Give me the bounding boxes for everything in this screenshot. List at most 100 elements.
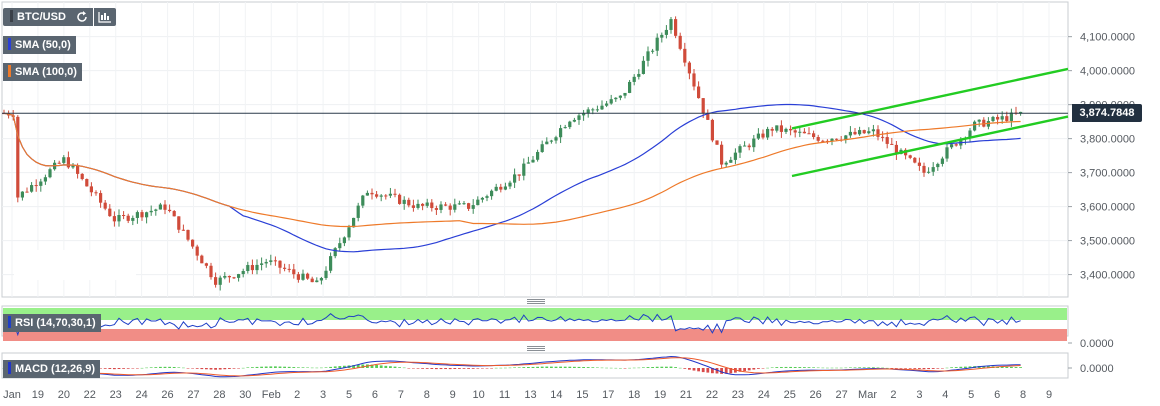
date-tick-label: 15 <box>576 389 588 401</box>
candle-body <box>43 177 47 182</box>
date-tick-label: 27 <box>187 389 199 401</box>
macd-histogram-bar <box>186 368 190 369</box>
macd-tag[interactable]: MACD (12,26,9) <box>3 360 101 378</box>
macd-histogram-bar <box>389 366 392 368</box>
candle-body <box>917 162 921 166</box>
macd-histogram-bar <box>867 367 871 368</box>
macd-histogram-bar <box>554 366 558 368</box>
macd-histogram-bar <box>968 366 972 368</box>
candle-body <box>214 277 218 285</box>
candle-body <box>591 109 595 111</box>
candle-body <box>664 29 668 35</box>
date-tick-label: 3 <box>916 389 922 401</box>
macd-histogram-bar <box>540 366 544 368</box>
price-tick-label: 3,500.0000 <box>1080 236 1135 248</box>
refresh-button[interactable] <box>71 8 93 26</box>
candle-body <box>209 265 213 278</box>
date-tick-label: 26 <box>161 389 173 401</box>
macd-histogram-bar <box>117 368 121 369</box>
macd-histogram-bar <box>885 367 889 369</box>
macd-histogram-bar <box>370 364 374 368</box>
candle-body <box>34 185 38 187</box>
macd-histogram-bar <box>563 366 567 368</box>
date-tick-label: 19 <box>654 389 666 401</box>
macd-histogram-bar <box>872 367 875 368</box>
macd-histogram-bar <box>922 368 926 370</box>
macd-histogram-bar <box>126 368 130 369</box>
macd-histogram-bar <box>338 366 342 368</box>
macd-label: MACD (12,26,9) <box>15 363 96 375</box>
macd-histogram-bar <box>1005 366 1009 368</box>
macd-histogram-bar <box>683 368 687 369</box>
candle-body <box>563 127 567 129</box>
symbol-label: BTC/USD <box>17 11 66 23</box>
price-tick-label: 3,700.0000 <box>1080 168 1135 180</box>
macd-histogram-bar <box>320 367 323 369</box>
candle-body <box>421 203 425 206</box>
macd-histogram-bar <box>628 367 631 369</box>
macd-histogram-bar <box>453 368 457 369</box>
date-tick-label: 20 <box>58 389 70 401</box>
candle-body <box>453 204 457 210</box>
macd-swatch <box>8 362 11 374</box>
candle-bars-icon <box>98 12 111 23</box>
candle-body <box>140 212 144 218</box>
date-tick-label: 26 <box>810 389 822 401</box>
symbol-swatch <box>10 10 13 22</box>
macd-histogram-bar <box>237 368 240 369</box>
candle-body <box>16 116 20 198</box>
candle-body <box>342 237 346 244</box>
symbol-tag[interactable]: BTC/USD <box>3 8 71 26</box>
candle-body <box>724 162 728 165</box>
macd-histogram-bar <box>343 365 346 368</box>
candle-body <box>545 141 549 145</box>
macd-histogram-bar <box>200 368 204 370</box>
sma100-tag[interactable]: SMA (100,0) <box>3 63 82 81</box>
rsi-tag[interactable]: RSI (14,70,30,1) <box>3 314 101 332</box>
candle-body <box>793 130 797 133</box>
date-tick-label: 25 <box>784 389 796 401</box>
macd-histogram-bar <box>108 368 112 369</box>
candle-body <box>761 133 765 138</box>
candle-body <box>407 199 411 206</box>
candle-body <box>347 227 351 238</box>
candle-body <box>227 275 231 278</box>
macd-histogram-bar <box>729 368 733 374</box>
channel-upper-line <box>791 67 1069 130</box>
sma50-tag[interactable]: SMA (50,0) <box>3 36 76 54</box>
macd-histogram-bar <box>775 367 779 368</box>
macd-histogram-bar <box>619 367 622 369</box>
macd-histogram-bar <box>439 368 443 370</box>
candle-body <box>766 128 770 138</box>
macd-histogram-bar <box>379 365 383 368</box>
bars-button[interactable] <box>94 8 116 26</box>
pane-resize-handle-rsi[interactable] <box>527 299 545 305</box>
candle-body <box>434 208 438 210</box>
macd-histogram-bar <box>255 366 259 368</box>
macd-histogram-bar <box>232 368 236 369</box>
candle-body <box>950 144 954 148</box>
macd-histogram-bar <box>425 368 429 369</box>
macd-histogram-bar <box>113 368 116 370</box>
candle-body <box>747 145 751 148</box>
macd-histogram-bar <box>646 367 650 368</box>
macd-histogram-bar <box>531 366 535 368</box>
candle-body <box>720 144 724 165</box>
candle-body <box>62 157 66 163</box>
candle-body <box>416 203 420 208</box>
candle-body <box>471 205 475 209</box>
pane-resize-handle-macd[interactable] <box>527 346 545 352</box>
date-tick-label: 27 <box>835 389 847 401</box>
sma100-swatch <box>8 65 11 77</box>
macd-histogram-bar <box>669 366 673 368</box>
date-tick-label: 5 <box>346 389 352 401</box>
macd-histogram-bar <box>918 368 921 369</box>
candle-body <box>204 263 208 266</box>
candle-body <box>85 179 89 187</box>
candle-body <box>232 277 236 279</box>
candle-body <box>922 165 926 173</box>
candle-body <box>301 273 305 280</box>
candle-body <box>936 163 940 168</box>
macd-histogram-bar <box>665 366 668 368</box>
